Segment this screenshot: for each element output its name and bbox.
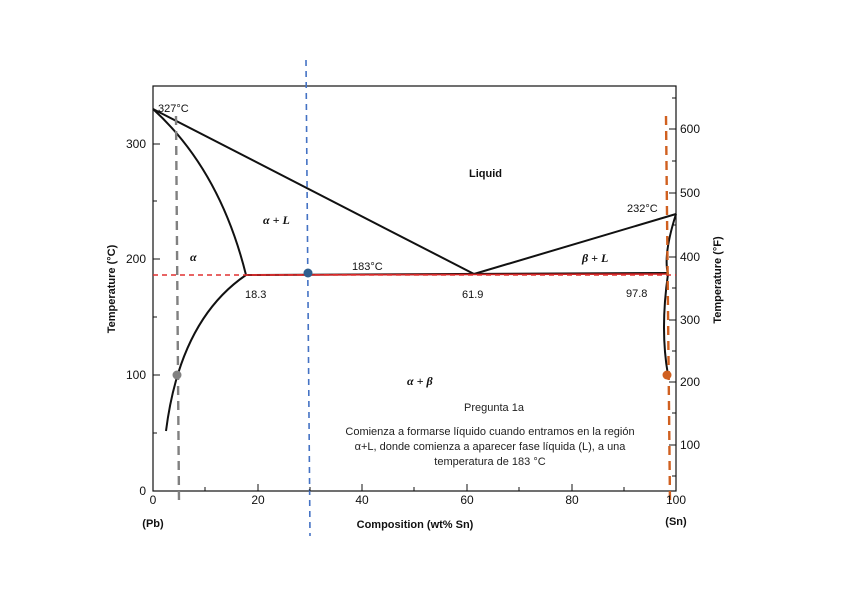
y-left-tick-300: 300	[126, 137, 146, 151]
y-right-tick-500: 500	[680, 186, 700, 200]
comp-alpha-label: 18.3	[245, 289, 266, 301]
y-right-tick-100: 100	[680, 438, 700, 452]
y-right-tick-200: 200	[680, 375, 700, 389]
grey-dashed-line	[174, 115, 181, 504]
bottom-axis-ticks	[152, 484, 677, 491]
liquidus-right	[473, 213, 677, 275]
y-left-tick-200: 200	[126, 252, 146, 266]
x-tick-0: 0	[150, 493, 157, 507]
x-tick-80: 80	[565, 493, 579, 507]
grey-marker	[172, 370, 182, 380]
x-tick-40: 40	[355, 493, 369, 507]
eutectic-temp-label: 183°C	[352, 261, 383, 273]
blue-marker	[303, 268, 313, 278]
comp-beta-label: 97.8	[626, 288, 647, 300]
region-alpha-liquid: α + L	[263, 213, 290, 227]
region-alpha: α	[190, 250, 197, 264]
left-axis-ticks	[153, 143, 160, 492]
pb-label: (Pb)	[142, 518, 164, 530]
orange-dashed-line	[664, 115, 672, 504]
comp-eutectic-label: 61.9	[462, 289, 483, 301]
right-axis-ticks	[669, 97, 676, 477]
x-tick-20: 20	[251, 493, 265, 507]
y-right-tick-400: 400	[680, 250, 700, 264]
x-tick-60: 60	[460, 493, 474, 507]
note-line-3: temperatura de 183 °C	[434, 456, 545, 468]
orange-marker	[662, 370, 672, 380]
x-tick-100: 100	[666, 493, 686, 507]
y-right-axis-title: Temperature (°F)	[712, 236, 724, 324]
y-right-tick-300: 300	[680, 313, 700, 327]
note-title: Pregunta 1a	[464, 402, 525, 414]
liquidus-left	[152, 108, 475, 275]
y-left-tick-0: 0	[139, 484, 146, 498]
region-beta-liquid: β + L	[581, 251, 608, 265]
region-liquid: Liquid	[469, 168, 502, 180]
region-alpha-beta: α + β	[407, 374, 433, 388]
solidus-alpha	[152, 108, 247, 276]
y-left-axis-title: Temperature (°C)	[106, 244, 118, 333]
solvus-beta	[663, 273, 669, 376]
sn-label: (Sn)	[665, 516, 687, 528]
pb-melting-label: 327°C	[158, 103, 189, 115]
note-line-1: Comienza a formarse líquido cuando entra…	[345, 426, 634, 438]
y-right-tick-600: 600	[680, 122, 700, 136]
y-left-tick-100: 100	[126, 368, 146, 382]
blue-dashed-line	[305, 59, 311, 537]
sn-melting-label: 232°C	[627, 203, 658, 215]
note-line-2: α+L, donde comienza a aparecer fase líqu…	[355, 441, 627, 453]
x-axis-title: Composition (wt% Sn)	[357, 519, 474, 531]
solvus-alpha	[165, 274, 247, 432]
